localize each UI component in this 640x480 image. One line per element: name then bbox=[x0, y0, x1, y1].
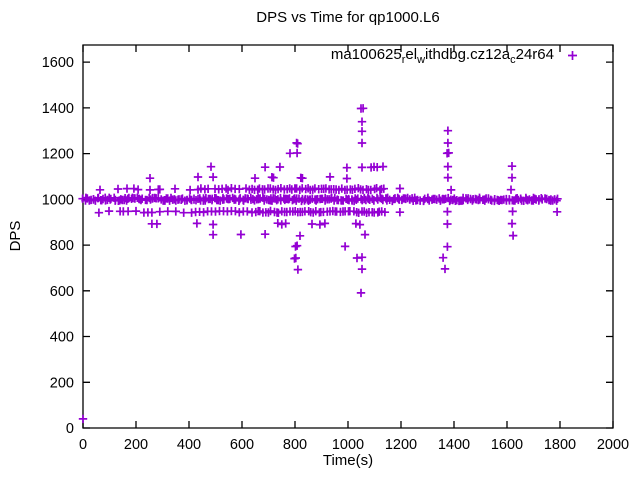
y-tick-label: 800 bbox=[50, 238, 74, 254]
x-tick-label: 1800 bbox=[544, 437, 576, 453]
x-tick-label: 200 bbox=[124, 437, 148, 453]
y-tick-label: 400 bbox=[50, 330, 74, 346]
legend-label-segment: ithdbg.cz12a bbox=[425, 46, 511, 63]
y-tick-label: 1600 bbox=[42, 55, 74, 71]
x-tick-label: 800 bbox=[283, 437, 307, 453]
y-tick-label: 200 bbox=[50, 375, 74, 391]
x-tick-label: 0 bbox=[79, 437, 87, 453]
axis-ticks bbox=[82, 45, 614, 429]
y-tick-label: 0 bbox=[66, 421, 74, 437]
x-tick-label: 600 bbox=[230, 437, 254, 453]
scatter-points bbox=[78, 104, 562, 424]
chart-title: DPS vs Time for qp1000.L6 bbox=[256, 9, 440, 26]
legend-label-subscript: c bbox=[510, 54, 516, 66]
x-tick-label: 400 bbox=[177, 437, 201, 453]
x-tick-label: 2000 bbox=[597, 437, 629, 453]
y-tick-label: 1200 bbox=[42, 147, 74, 163]
x-tick-label: 1600 bbox=[491, 437, 523, 453]
y-tick-label: 1400 bbox=[42, 101, 74, 117]
x-tick-label: 1200 bbox=[385, 437, 417, 453]
legend-label-segment: 24r64 bbox=[515, 46, 554, 63]
x-axis-label: Time(s) bbox=[322, 452, 374, 469]
x-tick-label: 1400 bbox=[438, 437, 470, 453]
x-tick-label: 1000 bbox=[332, 437, 364, 453]
plot-border bbox=[82, 44, 614, 429]
legend-label-subscript: r bbox=[401, 54, 406, 66]
y-tick-label: 1000 bbox=[42, 192, 74, 208]
legend-label-segment: el bbox=[405, 46, 418, 63]
plus-marker-icon bbox=[568, 51, 577, 60]
legend-label-subscript: w bbox=[417, 54, 426, 66]
y-tick-label: 600 bbox=[50, 284, 74, 300]
